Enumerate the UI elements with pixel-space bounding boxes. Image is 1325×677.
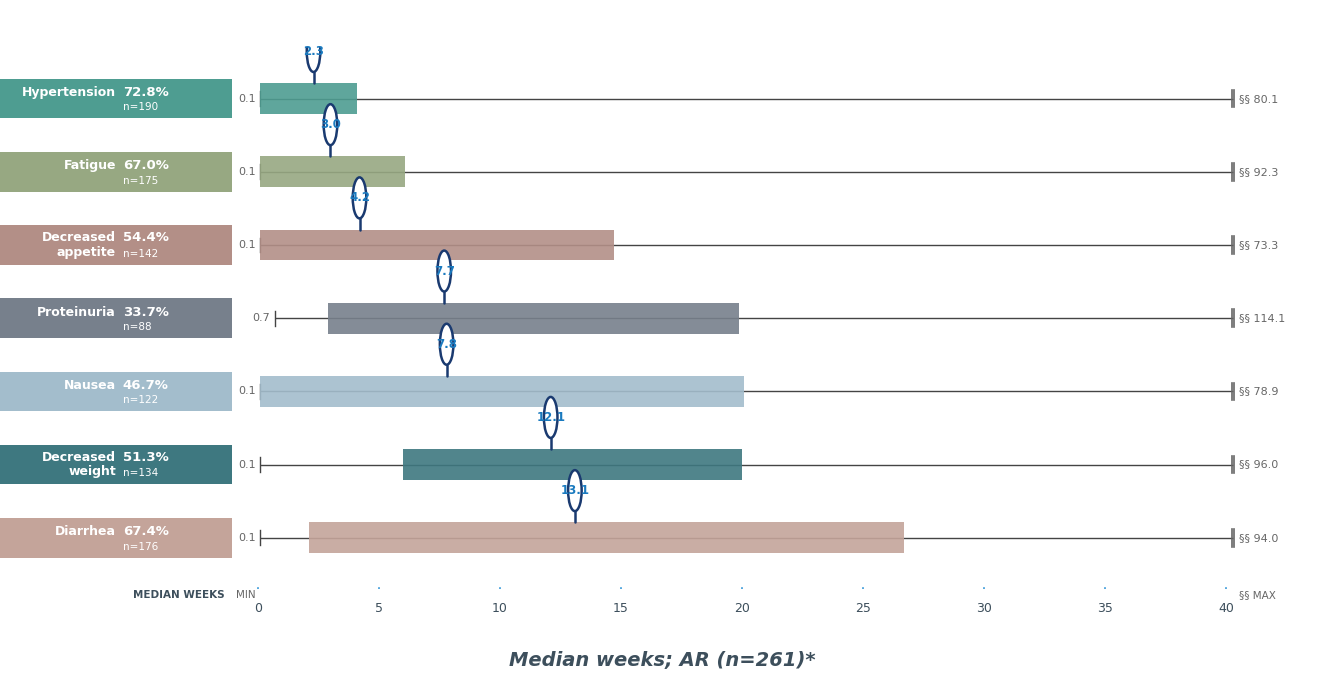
Text: n=88: n=88	[123, 322, 151, 332]
Text: §§ 96.0: §§ 96.0	[1239, 460, 1279, 470]
FancyBboxPatch shape	[0, 152, 232, 192]
Text: 67.0%: 67.0%	[123, 160, 168, 173]
Text: n=190: n=190	[123, 102, 158, 112]
Text: 0.1: 0.1	[237, 387, 256, 396]
FancyBboxPatch shape	[260, 83, 356, 114]
Text: 51.3%: 51.3%	[123, 451, 168, 464]
Text: 54.4%: 54.4%	[123, 231, 168, 244]
Text: §§ MAX: §§ MAX	[1239, 590, 1276, 600]
FancyBboxPatch shape	[0, 445, 232, 484]
Text: §§ 114.1: §§ 114.1	[1239, 313, 1285, 323]
FancyBboxPatch shape	[309, 523, 904, 553]
FancyBboxPatch shape	[0, 518, 232, 558]
Text: weight: weight	[68, 465, 115, 479]
Text: Proteinuria: Proteinuria	[37, 306, 115, 319]
Text: Median weeks; AR (n=261)*: Median weeks; AR (n=261)*	[509, 651, 816, 670]
Text: 12.1: 12.1	[537, 411, 566, 424]
FancyBboxPatch shape	[0, 372, 232, 411]
FancyBboxPatch shape	[0, 79, 232, 118]
Text: 72.8%: 72.8%	[123, 86, 168, 100]
Text: Decreased: Decreased	[42, 451, 115, 464]
Text: n=122: n=122	[123, 395, 158, 405]
Text: MEDIAN WEEKS: MEDIAN WEEKS	[134, 590, 225, 600]
Text: 2.3: 2.3	[303, 45, 323, 58]
FancyBboxPatch shape	[260, 156, 405, 187]
Text: 0.1: 0.1	[237, 240, 256, 250]
FancyBboxPatch shape	[0, 299, 232, 338]
Text: §§ 92.3: §§ 92.3	[1239, 167, 1279, 177]
Text: §§ 78.9: §§ 78.9	[1239, 387, 1279, 396]
Text: Hypertension: Hypertension	[21, 86, 115, 100]
Circle shape	[568, 470, 582, 511]
Text: §§ 80.1: §§ 80.1	[1239, 93, 1279, 104]
Circle shape	[440, 324, 453, 365]
Text: n=134: n=134	[123, 468, 158, 479]
Text: n=176: n=176	[123, 542, 158, 552]
Text: Decreased: Decreased	[42, 231, 115, 244]
Text: 7.8: 7.8	[436, 338, 457, 351]
Text: 0.7: 0.7	[252, 313, 270, 323]
Text: Nausea: Nausea	[64, 379, 115, 392]
Text: appetite: appetite	[57, 246, 115, 259]
Text: Diarrhea: Diarrhea	[54, 525, 115, 538]
Circle shape	[545, 397, 558, 438]
Circle shape	[437, 250, 450, 292]
Text: n=142: n=142	[123, 248, 158, 259]
Text: §§ 73.3: §§ 73.3	[1239, 240, 1279, 250]
Text: 46.7%: 46.7%	[123, 379, 168, 392]
Text: 4.2: 4.2	[348, 192, 370, 204]
Circle shape	[352, 177, 366, 219]
FancyBboxPatch shape	[403, 450, 742, 480]
Text: Fatigue: Fatigue	[64, 160, 115, 173]
Text: 0.1: 0.1	[237, 167, 256, 177]
Circle shape	[307, 31, 321, 72]
Text: 67.4%: 67.4%	[123, 525, 168, 538]
FancyBboxPatch shape	[0, 225, 232, 265]
Text: MIN: MIN	[236, 590, 256, 600]
Text: 0.1: 0.1	[237, 460, 256, 470]
Text: 0.1: 0.1	[237, 93, 256, 104]
Text: 3.0: 3.0	[321, 118, 341, 131]
Circle shape	[323, 104, 338, 145]
Text: n=175: n=175	[123, 175, 158, 185]
Text: 7.7: 7.7	[433, 265, 454, 278]
FancyBboxPatch shape	[260, 230, 613, 261]
Text: 33.7%: 33.7%	[123, 306, 168, 319]
FancyBboxPatch shape	[329, 303, 739, 334]
Text: 0.1: 0.1	[237, 533, 256, 543]
Text: §§ 94.0: §§ 94.0	[1239, 533, 1279, 543]
FancyBboxPatch shape	[260, 376, 745, 407]
Text: 13.1: 13.1	[560, 484, 590, 497]
